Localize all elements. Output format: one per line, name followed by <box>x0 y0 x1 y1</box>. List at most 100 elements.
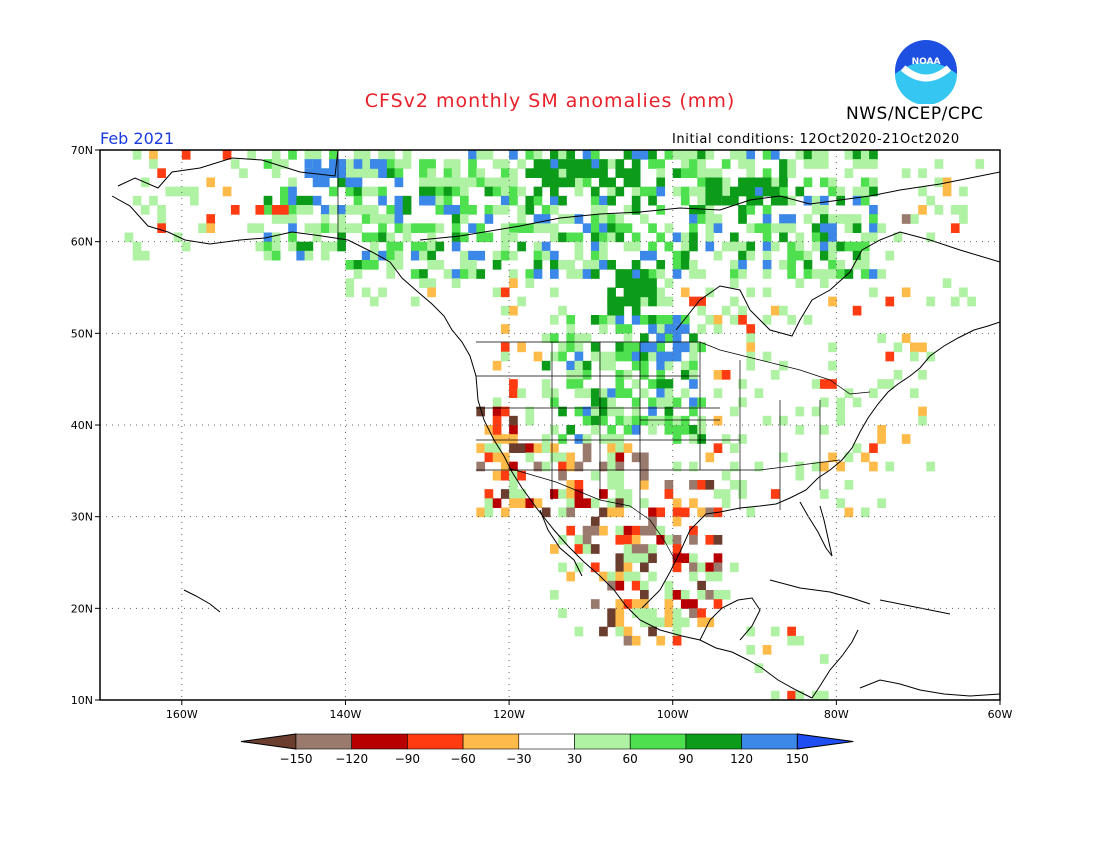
coastlines <box>111 150 1000 699</box>
anomaly-cell <box>574 168 584 178</box>
anomaly-cell <box>631 553 641 563</box>
anomaly-cell <box>296 241 306 252</box>
anomaly-cell <box>165 186 175 197</box>
anomaly-cell <box>206 223 216 233</box>
anomaly-cell <box>271 214 281 224</box>
anomaly-cell <box>271 205 281 215</box>
anomaly-cell <box>517 223 526 233</box>
anomaly-cell <box>820 489 829 499</box>
anomaly-cell <box>713 250 723 261</box>
anomaly-cell <box>615 525 625 536</box>
anomaly-cell <box>713 535 723 545</box>
anomaly-cell <box>599 626 608 637</box>
anomaly-cell <box>640 278 649 288</box>
anomaly-cell <box>550 205 559 215</box>
anomaly-cell <box>705 535 715 545</box>
anomaly-cell <box>721 434 731 444</box>
anomaly-cell <box>975 159 985 169</box>
anomaly-cell <box>746 150 756 160</box>
anomaly-cell <box>599 214 608 224</box>
anomaly-cell <box>697 480 706 490</box>
anomaly-cell <box>370 296 379 307</box>
anomaly-cell <box>451 223 461 233</box>
anomaly-cell <box>599 415 608 426</box>
anomaly-cell <box>590 260 600 270</box>
anomaly-cell <box>697 397 706 408</box>
anomaly-cell <box>599 388 608 398</box>
anomaly-cell <box>198 223 207 233</box>
anomaly-cell <box>574 186 584 197</box>
anomaly-cell <box>206 214 216 224</box>
anomaly-cell <box>770 489 780 499</box>
anomaly-cell <box>787 168 796 178</box>
anomaly-cell <box>950 296 960 307</box>
anomaly-cell <box>443 159 453 169</box>
anomaly-cell <box>664 278 674 288</box>
anomaly-cell <box>410 241 420 252</box>
anomaly-cell <box>353 205 363 215</box>
anomaly-cell <box>460 195 469 206</box>
anomaly-cell <box>770 626 780 637</box>
anomaly-cell <box>296 205 306 215</box>
anomaly-cell <box>329 241 338 252</box>
anomaly-cell <box>590 269 600 279</box>
anomaly-cell <box>599 241 608 252</box>
anomaly-cell <box>860 507 870 518</box>
anomaly-cell <box>631 415 641 426</box>
anomaly-cell <box>599 250 608 261</box>
anomaly-cell <box>410 250 420 261</box>
anomaly-cell <box>672 260 682 270</box>
anomaly-cell <box>541 250 551 261</box>
anomaly-cell <box>517 342 526 353</box>
anomaly-cell <box>181 241 191 252</box>
anomaly-cell <box>631 241 641 252</box>
anomaly-cell <box>918 205 927 215</box>
anomaly-cell <box>484 177 494 188</box>
anomaly-cell <box>533 443 543 453</box>
anomaly-cell <box>206 177 216 188</box>
anomaly-cell <box>672 617 682 628</box>
anomaly-cell <box>500 406 510 417</box>
anomaly-cell <box>574 370 584 380</box>
anomaly-cell <box>222 150 232 160</box>
anomaly-cell <box>386 214 396 224</box>
anomaly-cell <box>672 544 682 554</box>
anomaly-cell <box>820 278 829 288</box>
anomaly-cell <box>672 333 682 343</box>
anomaly-cell <box>386 241 396 252</box>
anomaly-cells <box>124 150 985 700</box>
anomaly-cell <box>689 333 698 343</box>
anomaly-cell <box>419 195 428 206</box>
anomaly-cell <box>869 214 878 224</box>
anomaly-cell <box>623 287 633 298</box>
anomaly-cell <box>648 150 657 160</box>
anomaly-cell <box>370 214 379 224</box>
anomaly-cell <box>157 205 166 215</box>
anomaly-cell <box>885 461 895 472</box>
anomaly-cell <box>648 159 657 169</box>
anomaly-cell <box>173 232 183 243</box>
anomaly-cell <box>460 214 469 224</box>
anomaly-cell <box>402 223 412 233</box>
anomaly-cell <box>427 177 436 188</box>
anomaly-cell <box>500 351 510 362</box>
anomaly-cell <box>517 498 526 508</box>
anomaly-cell <box>648 351 657 362</box>
anomaly-cell <box>738 489 747 499</box>
anomaly-cell <box>492 498 502 508</box>
anomaly-cell <box>443 168 453 178</box>
anomaly-cell <box>787 635 796 646</box>
anomaly-cell <box>746 645 756 655</box>
anomaly-cell <box>484 150 494 160</box>
anomaly-cell <box>803 195 813 206</box>
anomaly-cell <box>484 214 494 224</box>
anomaly-cell <box>803 315 813 325</box>
anomaly-cell <box>419 250 428 261</box>
anomaly-cell <box>509 379 518 389</box>
anomaly-cell <box>361 186 371 197</box>
anomaly-cell <box>689 214 698 224</box>
anomaly-cell <box>697 177 706 188</box>
anomaly-cell <box>680 287 690 298</box>
anomaly-cell <box>656 617 666 628</box>
anomaly-cell <box>779 415 788 426</box>
